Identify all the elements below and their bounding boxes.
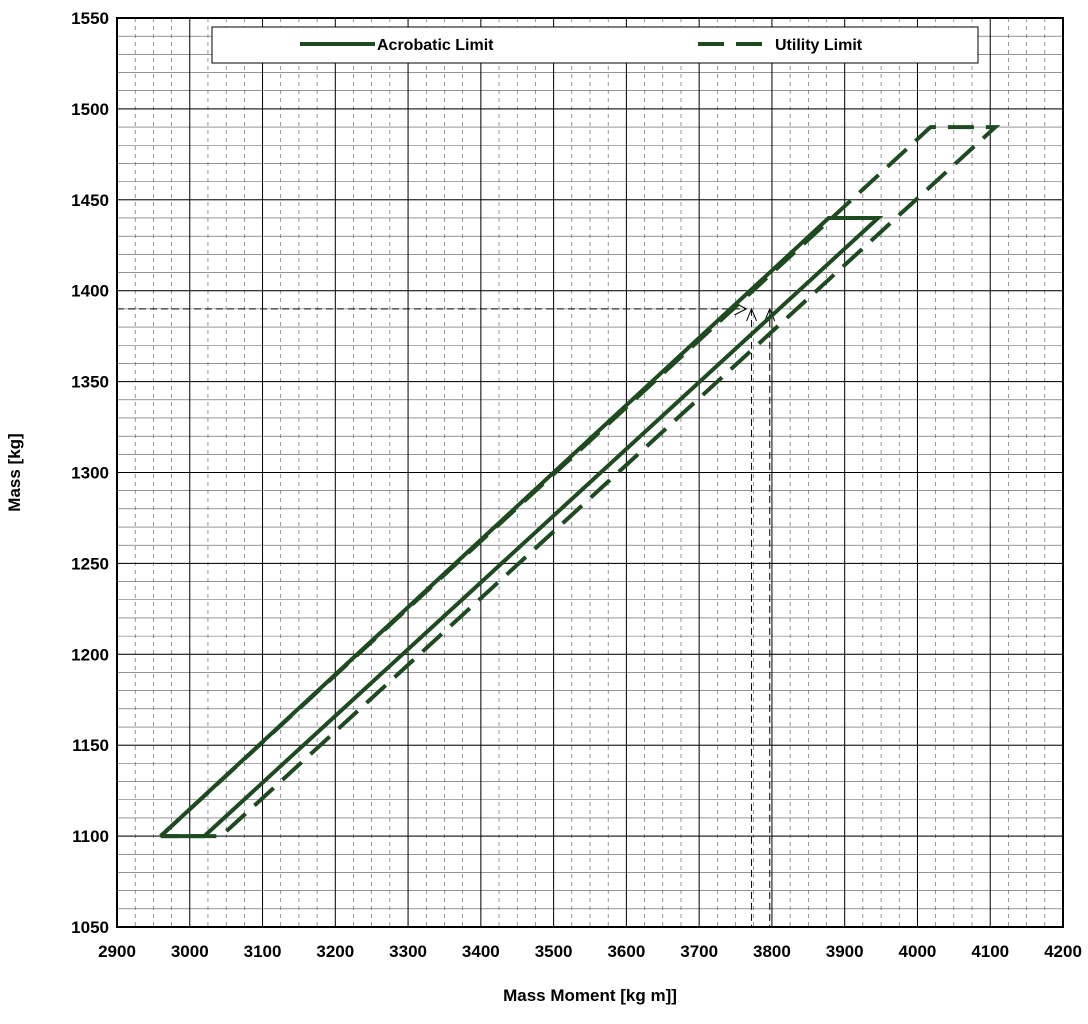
x-tick-label: 3600 [607,942,645,961]
legend-label-acrobatic: Acrobatic Limit [377,37,494,54]
x-tick-label: 3300 [389,942,427,961]
y-tick-labels: 1050 1100 1150 1200 1250 1300 1350 1400 1450 1500… [71,9,109,937]
legend-label-utility: Utility Limit [775,37,863,54]
x-tick-label: 4000 [899,942,937,961]
series-line-acrobatic [159,215,884,839]
guide-arrowhead [746,307,758,322]
y-tick-label: 1500 [71,100,109,119]
series-lines [159,125,1001,839]
legend: Acrobatic Limit Utility Limit [211,26,979,64]
x-tick-label: 2900 [98,942,136,961]
y-tick-label: 1200 [71,645,109,664]
x-tick-label: 3000 [171,942,209,961]
y-tick-label: 1150 [72,736,109,755]
y-tick-label: 1050 [71,918,109,937]
series-line-utility [159,125,1001,839]
y-tick-label: 1100 [72,827,109,846]
y-tick-label: 1450 [71,191,109,210]
x-tick-label: 4100 [971,942,1009,961]
x-tick-label: 3400 [462,942,500,961]
x-tick-label: 3700 [680,942,718,961]
x-axis-title: Mass Moment [kg m]] [503,986,677,1005]
y-tick-label: 1400 [71,282,109,301]
x-tick-label: 3800 [753,942,791,961]
x-tick-label: 4200 [1044,942,1082,961]
plot-frame [116,17,1064,928]
x-tick-label: 3100 [244,942,282,961]
x-tick-label: 3200 [316,942,354,961]
x-tick-label: 3500 [535,942,573,961]
x-tick-label: 3900 [826,942,864,961]
y-axis-title: Mass [kg] [5,433,24,511]
x-tick-labels: 2900 3000 3100 3200 3300 3400 3500 3600 3700 3800… [98,942,1082,961]
y-tick-label: 1250 [71,554,109,573]
y-tick-label: 1300 [71,464,109,483]
y-tick-label: 1550 [71,9,109,28]
y-tick-label: 1350 [71,373,109,392]
